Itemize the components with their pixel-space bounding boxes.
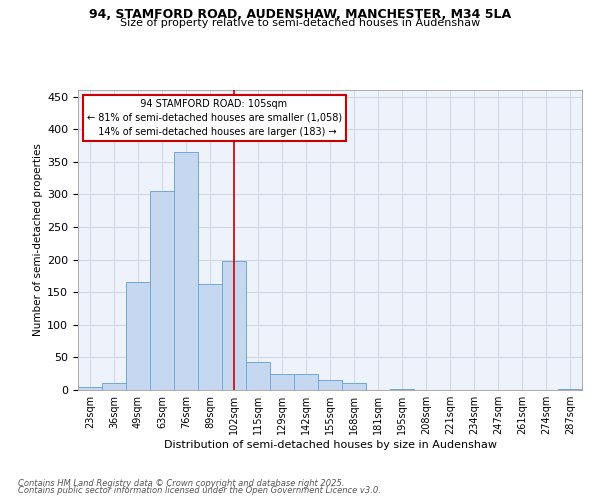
Y-axis label: Number of semi-detached properties: Number of semi-detached properties (33, 144, 43, 336)
Bar (270, 374, 294, 390)
Bar (318, 380, 342, 390)
Bar (126, 282, 150, 390)
Bar (150, 191, 174, 390)
Bar (78, 386, 102, 390)
Bar (174, 152, 198, 390)
Bar (342, 384, 366, 390)
Bar (222, 261, 246, 390)
Bar (294, 374, 318, 390)
Text: Contains HM Land Registry data © Crown copyright and database right 2025.: Contains HM Land Registry data © Crown c… (18, 478, 344, 488)
Bar (390, 388, 414, 390)
Text: 94 STAMFORD ROAD: 105sqm  
← 81% of semi-detached houses are smaller (1,058)
  1: 94 STAMFORD ROAD: 105sqm ← 81% of semi-d… (86, 99, 341, 137)
Bar (198, 284, 222, 390)
Bar (102, 384, 126, 390)
Bar (246, 362, 270, 390)
Bar (558, 388, 582, 390)
Text: Contains public sector information licensed under the Open Government Licence v3: Contains public sector information licen… (18, 486, 381, 495)
Text: 94, STAMFORD ROAD, AUDENSHAW, MANCHESTER, M34 5LA: 94, STAMFORD ROAD, AUDENSHAW, MANCHESTER… (89, 8, 511, 20)
Text: Size of property relative to semi-detached houses in Audenshaw: Size of property relative to semi-detach… (120, 18, 480, 28)
X-axis label: Distribution of semi-detached houses by size in Audenshaw: Distribution of semi-detached houses by … (163, 440, 497, 450)
